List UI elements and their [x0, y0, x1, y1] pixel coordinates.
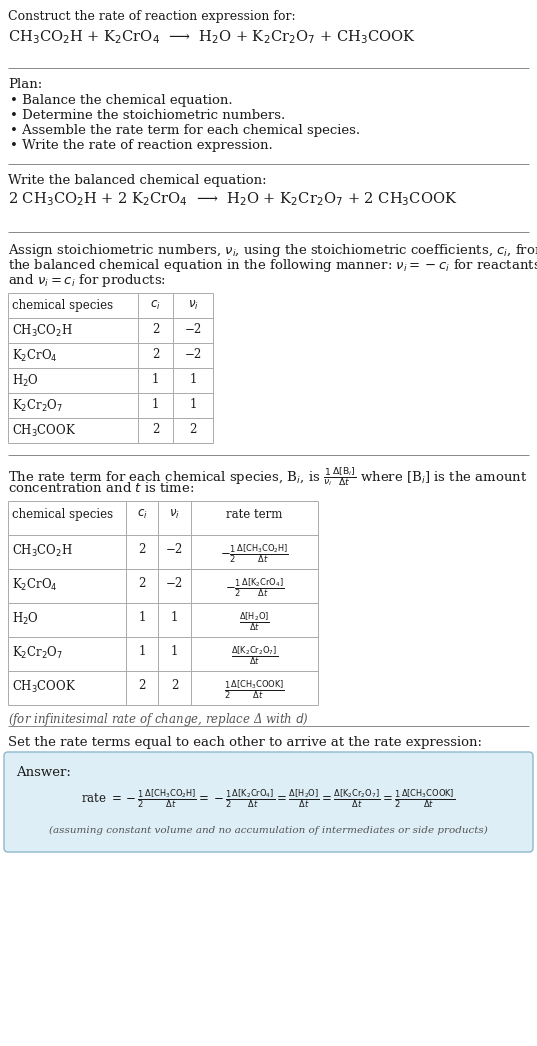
Text: and $\nu_i = c_i$ for products:: and $\nu_i = c_i$ for products: [8, 272, 166, 289]
Text: $\nu_i$: $\nu_i$ [169, 508, 180, 521]
Text: (for infinitesimal rate of change, replace Δ with $d$): (for infinitesimal rate of change, repla… [8, 711, 309, 728]
Text: $\nu_i$: $\nu_i$ [187, 299, 198, 312]
Text: • Write the rate of reaction expression.: • Write the rate of reaction expression. [10, 139, 273, 152]
Text: $c_i$: $c_i$ [150, 299, 161, 312]
Text: 2: 2 [139, 543, 146, 556]
Text: −2: −2 [184, 348, 201, 361]
Text: (assuming constant volume and no accumulation of intermediates or side products): (assuming constant volume and no accumul… [49, 826, 488, 835]
Text: • Determine the stoichiometric numbers.: • Determine the stoichiometric numbers. [10, 109, 285, 122]
Text: CH$_3$COOK: CH$_3$COOK [12, 679, 76, 696]
Text: CH$_3$CO$_2$H: CH$_3$CO$_2$H [12, 323, 73, 339]
Text: The rate term for each chemical species, B$_i$, is $\frac{1}{\nu_i}\frac{\Delta[: The rate term for each chemical species,… [8, 465, 527, 488]
Text: H$_2$O: H$_2$O [12, 373, 39, 389]
Text: 1: 1 [152, 373, 159, 386]
Text: K$_2$CrO$_4$: K$_2$CrO$_4$ [12, 577, 57, 593]
Text: • Balance the chemical equation.: • Balance the chemical equation. [10, 94, 233, 107]
Text: 2: 2 [152, 323, 159, 336]
Text: Plan:: Plan: [8, 78, 42, 91]
Text: rate term: rate term [226, 508, 282, 521]
Text: 1: 1 [139, 645, 146, 658]
Text: $\frac{\Delta[\mathrm{K_2Cr_2O_7}]}{\Delta t}$: $\frac{\Delta[\mathrm{K_2Cr_2O_7}]}{\Del… [231, 645, 278, 667]
Text: Construct the rate of reaction expression for:: Construct the rate of reaction expressio… [8, 10, 296, 23]
Text: 2: 2 [139, 577, 146, 590]
Text: Assign stoichiometric numbers, $\nu_i$, using the stoichiometric coefficients, $: Assign stoichiometric numbers, $\nu_i$, … [8, 242, 537, 259]
Text: CH$_3$CO$_2$H: CH$_3$CO$_2$H [12, 543, 73, 560]
Text: $\frac{1}{2}\frac{\Delta[\mathrm{CH_3COOK}]}{\Delta t}$: $\frac{1}{2}\frac{\Delta[\mathrm{CH_3COO… [224, 679, 285, 702]
Text: 2: 2 [139, 679, 146, 692]
Text: K$_2$Cr$_2$O$_7$: K$_2$Cr$_2$O$_7$ [12, 397, 63, 414]
Text: 2: 2 [152, 423, 159, 436]
Text: Write the balanced chemical equation:: Write the balanced chemical equation: [8, 174, 267, 187]
Text: concentration and $t$ is time:: concentration and $t$ is time: [8, 481, 194, 495]
Text: −2: −2 [166, 543, 183, 556]
Text: 2 CH$_3$CO$_2$H + 2 K$_2$CrO$_4$  ⟶  H$_2$O + K$_2$Cr$_2$O$_7$ + 2 CH$_3$COOK: 2 CH$_3$CO$_2$H + 2 K$_2$CrO$_4$ ⟶ H$_2$… [8, 190, 457, 208]
Text: the balanced chemical equation in the following manner: $\nu_i = -c_i$ for react: the balanced chemical equation in the fo… [8, 257, 537, 274]
Text: $-\frac{1}{2}\frac{\Delta[\mathrm{K_2CrO_4}]}{\Delta t}$: $-\frac{1}{2}\frac{\Delta[\mathrm{K_2CrO… [224, 577, 284, 599]
Text: −2: −2 [166, 577, 183, 590]
Text: CH$_3$CO$_2$H + K$_2$CrO$_4$  ⟶  H$_2$O + K$_2$Cr$_2$O$_7$ + CH$_3$COOK: CH$_3$CO$_2$H + K$_2$CrO$_4$ ⟶ H$_2$O + … [8, 28, 416, 46]
Text: K$_2$CrO$_4$: K$_2$CrO$_4$ [12, 348, 57, 364]
Text: 2: 2 [171, 679, 178, 692]
Text: $c_i$: $c_i$ [136, 508, 147, 521]
Text: 1: 1 [171, 645, 178, 658]
Text: chemical species: chemical species [12, 299, 113, 312]
Text: chemical species: chemical species [12, 508, 113, 521]
Text: rate $= -\frac{1}{2}\frac{\Delta[\mathrm{CH_3CO_2H}]}{\Delta t} = -\frac{1}{2}\f: rate $= -\frac{1}{2}\frac{\Delta[\mathrm… [82, 788, 455, 811]
Text: 1: 1 [152, 397, 159, 411]
Text: Set the rate terms equal to each other to arrive at the rate expression:: Set the rate terms equal to each other t… [8, 736, 482, 749]
Text: 2: 2 [190, 423, 197, 436]
Text: 1: 1 [190, 397, 197, 411]
Text: CH$_3$COOK: CH$_3$COOK [12, 423, 76, 439]
Text: • Assemble the rate term for each chemical species.: • Assemble the rate term for each chemic… [10, 124, 360, 137]
Text: K$_2$Cr$_2$O$_7$: K$_2$Cr$_2$O$_7$ [12, 645, 63, 661]
Text: $\frac{\Delta[\mathrm{H_2O}]}{\Delta t}$: $\frac{\Delta[\mathrm{H_2O}]}{\Delta t}$ [239, 611, 270, 634]
FancyBboxPatch shape [4, 752, 533, 852]
Text: H$_2$O: H$_2$O [12, 611, 39, 628]
Text: 1: 1 [190, 373, 197, 386]
Text: Answer:: Answer: [16, 766, 71, 779]
Text: $-\frac{1}{2}\frac{\Delta[\mathrm{CH_3CO_2H}]}{\Delta t}$: $-\frac{1}{2}\frac{\Delta[\mathrm{CH_3CO… [220, 543, 289, 566]
Text: −2: −2 [184, 323, 201, 336]
Text: 1: 1 [171, 611, 178, 624]
Text: 2: 2 [152, 348, 159, 361]
Text: 1: 1 [139, 611, 146, 624]
